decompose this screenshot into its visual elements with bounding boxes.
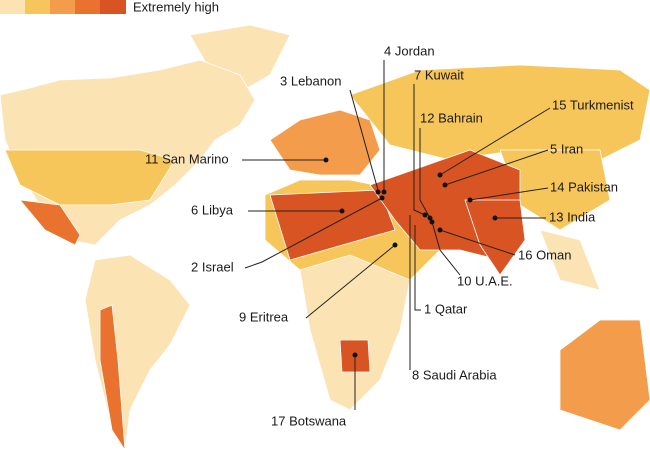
country-dot xyxy=(437,172,443,178)
leader-line xyxy=(431,221,461,276)
country-dot xyxy=(437,227,443,233)
chile xyxy=(99,304,126,451)
country-label: 4 Jordan xyxy=(384,43,435,58)
country-label: 8 Saudi Arabia xyxy=(412,367,497,382)
legend: Extremely high xyxy=(0,0,219,14)
leader-line xyxy=(244,197,383,269)
country-dot xyxy=(323,157,329,163)
legend-swatch xyxy=(50,0,75,14)
legend-swatch xyxy=(100,0,126,14)
leader-line xyxy=(439,229,516,256)
usa xyxy=(4,149,176,206)
country-label: 1 Qatar xyxy=(424,301,468,316)
country-dot xyxy=(427,215,433,221)
country-dot xyxy=(467,197,473,203)
legend-swatch xyxy=(0,0,25,14)
russia xyxy=(349,64,650,161)
legend-label: Extremely high xyxy=(133,0,219,14)
country-label: 10 U.A.E. xyxy=(457,273,513,288)
europe xyxy=(269,109,381,176)
country-label: 11 San Marino xyxy=(145,151,229,166)
country-label: 2 Israel xyxy=(191,259,234,274)
legend-swatch xyxy=(75,0,100,14)
country-dot xyxy=(429,219,435,225)
country-label: 15 Turkmenist xyxy=(552,97,634,112)
australia xyxy=(559,319,650,431)
country-dot xyxy=(379,195,385,201)
leader-line xyxy=(349,89,379,191)
leader-line xyxy=(414,225,421,311)
country-label: 13 India xyxy=(549,209,596,224)
country-dot xyxy=(339,208,345,214)
leader-line xyxy=(419,128,431,219)
country-label: 9 Eritrea xyxy=(239,309,289,324)
leader-line xyxy=(444,149,549,186)
country-label: 6 Libya xyxy=(191,202,234,217)
country-label: 3 Lebanon xyxy=(280,73,341,88)
leaders xyxy=(242,60,551,410)
country-dot xyxy=(442,182,448,188)
country-dot xyxy=(492,215,498,221)
southeast-asia xyxy=(539,229,601,291)
country-dot xyxy=(375,189,381,195)
country-label: 14 Pakistan xyxy=(550,179,618,194)
india xyxy=(464,199,526,276)
mexico xyxy=(19,199,81,246)
leader-line xyxy=(413,84,426,216)
leader-line xyxy=(469,187,549,201)
country-dot xyxy=(352,352,358,358)
country-dot xyxy=(422,212,428,218)
country-dot xyxy=(381,189,387,195)
country-dot xyxy=(392,242,398,248)
country-label: 12 Bahrain xyxy=(420,110,483,125)
country-label: 17 Botswana xyxy=(271,413,347,428)
central-africa xyxy=(299,254,411,411)
land xyxy=(0,24,650,452)
country-labels: 4 Jordan 3 Lebanon 7 Kuwait 12 Bahrain 1… xyxy=(145,43,634,428)
leader-line xyxy=(439,107,551,176)
country-label: 7 Kuwait xyxy=(414,67,464,82)
country-label: 16 Oman xyxy=(518,247,571,262)
legend-swatch xyxy=(25,0,50,14)
country-label: 5 Iran xyxy=(550,141,583,156)
leader-line xyxy=(305,244,396,319)
